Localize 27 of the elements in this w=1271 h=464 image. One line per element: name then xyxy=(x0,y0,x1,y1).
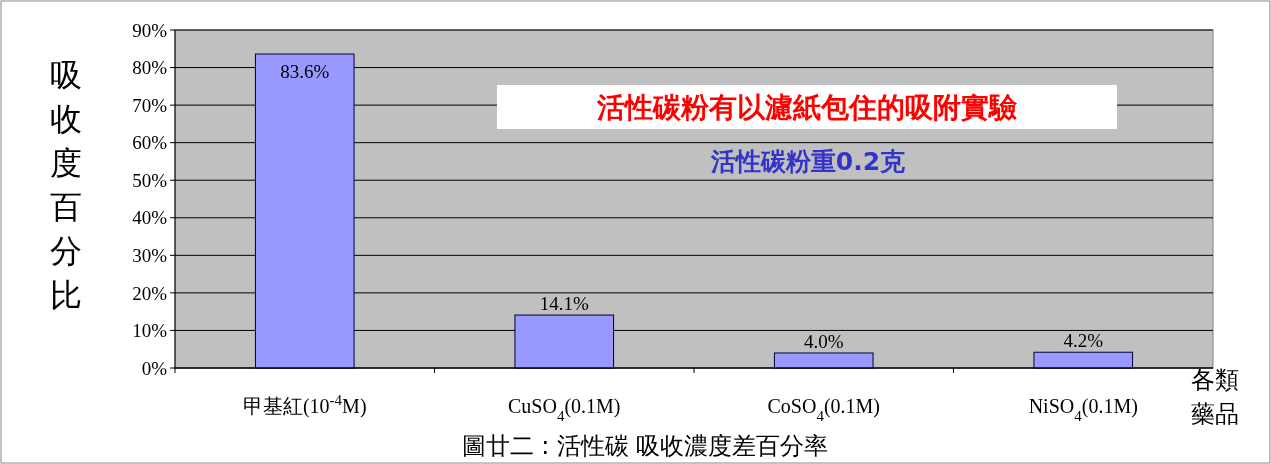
text: 圖廿二 : 活性碳 吸收濃度差百分率 xyxy=(461,432,829,461)
text: 活性碳粉有以濾紙包住的吸附實驗 xyxy=(596,90,1018,124)
y-tick-label: 0% xyxy=(141,357,168,379)
x-tick-label: NiSO$_{4}$(0.1M) xyxy=(1028,395,1138,424)
x-tick-label: CoSO$_{4}$(0.1M) xyxy=(767,395,881,424)
data-label: 4.2% xyxy=(1063,330,1104,352)
x-tick-label: 甲基紅(10$^{-4}$M) xyxy=(242,392,367,418)
x-tick-label: CuSO$_{4}$(0.1M) xyxy=(507,395,621,424)
y-tick-label: 20% xyxy=(132,282,168,304)
y-axis-title: 吸收度百分比 xyxy=(50,56,82,315)
y-tick-label: 40% xyxy=(132,207,168,229)
data-label: 4.0% xyxy=(803,330,844,352)
y-tick-label: 50% xyxy=(132,169,168,191)
y-tick-label: 80% xyxy=(132,57,168,79)
x-axis-title: 各類藥品 xyxy=(1191,366,1239,429)
bar xyxy=(514,314,615,369)
data-label: 83.6% xyxy=(280,61,330,83)
y-tick-label: 70% xyxy=(132,94,168,116)
bar xyxy=(254,53,355,369)
bar xyxy=(1033,351,1134,369)
y-tick-label: 60% xyxy=(132,132,168,154)
y-tick-label: 30% xyxy=(132,244,168,266)
bar xyxy=(773,352,874,369)
y-tick-label: 10% xyxy=(132,320,168,342)
data-label: 14.1% xyxy=(539,293,589,315)
text: 活性碳粉重0.2克 xyxy=(709,146,906,176)
y-tick-label: 90% xyxy=(132,19,168,41)
